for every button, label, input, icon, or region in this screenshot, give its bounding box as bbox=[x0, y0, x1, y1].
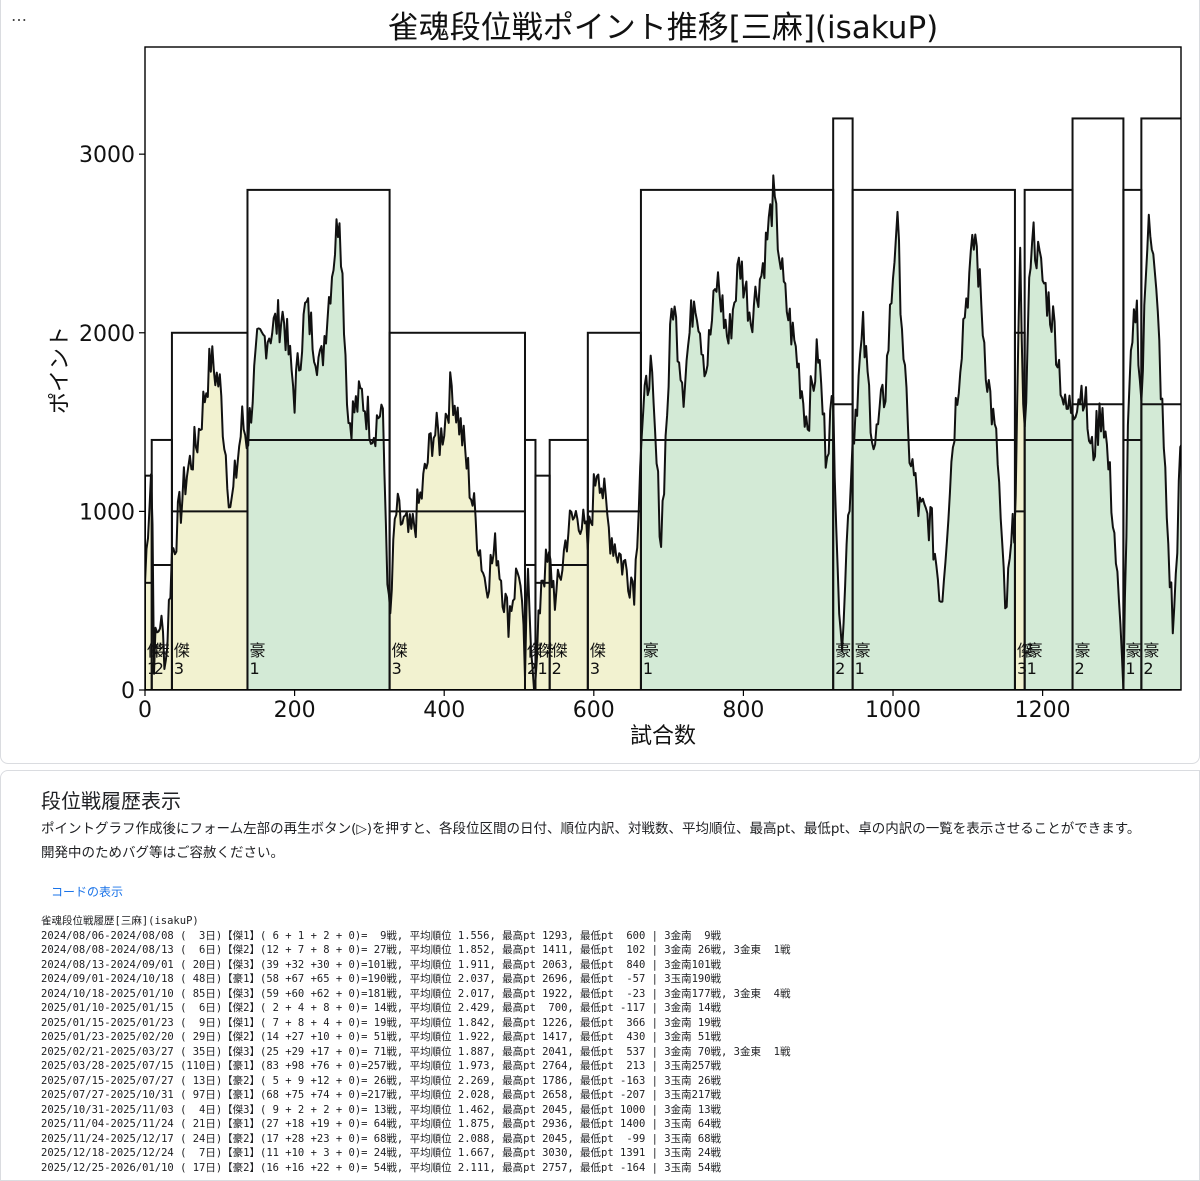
y-tick-label: 3000 bbox=[79, 143, 135, 168]
segment-rank-label: 傑 bbox=[590, 641, 606, 660]
axes-frame bbox=[144, 46, 1182, 691]
history-row: 2025/11/24-2025/12/17 ( 24日)【豪2】(17 +28 … bbox=[41, 1132, 722, 1145]
segment-rank-label: 豪 bbox=[1184, 641, 1200, 660]
history-row: 2025/12/18-2025/12/24 ( 7日)【豪1】(11 +10 +… bbox=[41, 1147, 722, 1159]
segment-max-box bbox=[1180, 188, 1181, 690]
segment-level-label: 3 bbox=[1017, 659, 1027, 678]
segment-fill bbox=[247, 219, 390, 690]
history-row: 2024/08/13-2024/09/01 ( 20日)【傑3】(39 +32 … bbox=[41, 958, 722, 971]
y-tick-label: 2000 bbox=[79, 322, 135, 347]
segment-fill bbox=[1182, 444, 1193, 690]
history-header: 雀魂段位戦履歴[三麻](isakuP) bbox=[41, 915, 199, 927]
x-tick-label: 800 bbox=[722, 698, 764, 723]
segment-level-label: 1 bbox=[1125, 659, 1135, 678]
segment-fill bbox=[587, 466, 641, 690]
show-code-link[interactable]: コードの表示 bbox=[51, 885, 124, 899]
segment-rank-label: 傑 bbox=[392, 641, 408, 660]
section-title: 段位戦履歴表示 bbox=[41, 789, 181, 813]
history-row: 2025/07/15-2025/07/27 ( 13日)【豪2】( 5 + 9 … bbox=[41, 1074, 722, 1087]
segment-level-label: 2 bbox=[552, 659, 562, 678]
segment-rank-label: 傑 bbox=[1017, 641, 1033, 660]
segment-rank-label: 豪 bbox=[1143, 641, 1159, 660]
segment-fill bbox=[1141, 214, 1181, 690]
segment-rank-label: 豪 bbox=[643, 641, 659, 660]
x-axis-label: 試合数 bbox=[630, 724, 696, 749]
history-row: 2025/02/21-2025/03/27 ( 35日)【傑3】(25 +29 … bbox=[41, 1045, 791, 1058]
history-row: 2025/01/10-2025/01/15 ( 6日)【傑2】( 2 + 4 +… bbox=[41, 1002, 722, 1014]
history-row: 2024/10/18-2025/01/10 ( 85日)【傑3】(59 +60 … bbox=[41, 987, 791, 1000]
segment-level-label: 1 bbox=[537, 659, 547, 678]
segment-level-label: 2 bbox=[1075, 659, 1085, 678]
chart-title: 雀魂段位戦ポイント推移[三麻](isakuP) bbox=[388, 10, 938, 46]
segment-rank-label: 豪 bbox=[855, 641, 871, 660]
segment-level-label: 2 bbox=[1143, 659, 1153, 678]
segment-level-label: 1 bbox=[643, 659, 653, 678]
points-line bbox=[145, 174, 1181, 690]
segment-fill bbox=[1024, 222, 1073, 690]
y-tick-label: 0 bbox=[121, 679, 135, 704]
segment-fill bbox=[535, 549, 550, 690]
x-tick-label: 200 bbox=[274, 698, 316, 723]
description-line-1: ポイントグラフ作成後にフォーム左部の再生ボタン(▷)を押すと、各段位区間の日付、… bbox=[41, 821, 1141, 837]
y-tick-label: 1000 bbox=[79, 500, 135, 525]
segment-rank-label: 傑 bbox=[552, 641, 568, 660]
segment-level-label: 1 bbox=[1027, 659, 1037, 678]
segment-fill bbox=[549, 509, 588, 690]
segment-level-label: 3 bbox=[392, 659, 402, 678]
x-tick-label: 1200 bbox=[1015, 698, 1071, 723]
segment-level-label: 2 bbox=[154, 659, 164, 678]
segment-fill bbox=[151, 524, 172, 690]
x-tick-label: 0 bbox=[138, 698, 152, 723]
section-description: ポイントグラフ作成後にフォーム左部の再生ボタン(▷)を押すと、各段位区間の日付、… bbox=[41, 817, 1200, 865]
segment-level-label: 2 bbox=[527, 659, 537, 678]
segment-fill bbox=[852, 211, 1015, 690]
x-tick-label: 600 bbox=[573, 698, 615, 723]
history-row: 2025/10/31-2025/11/03 ( 4日)【傑3】( 9 + 2 +… bbox=[41, 1103, 722, 1116]
segment-level-label: 1 bbox=[855, 659, 865, 678]
segment-rank-label: 傑 bbox=[537, 641, 553, 660]
history-row: 2025/01/15-2025/01/23 ( 9日)【傑1】( 7 + 8 +… bbox=[41, 1016, 722, 1029]
segment-fill bbox=[1014, 247, 1025, 690]
segment-fill bbox=[640, 175, 834, 690]
history-row: 2025/07/27-2025/10/31 ( 97日)【豪1】(68 +75 … bbox=[41, 1089, 722, 1101]
segment-level-label: 2 bbox=[835, 659, 845, 678]
x-tick-label: 1000 bbox=[865, 698, 921, 723]
segment-rank-label: 傑 bbox=[174, 641, 190, 660]
history-row: 2024/08/08-2024/08/13 ( 6日)【傑2】(12 + 7 +… bbox=[41, 944, 791, 956]
segment-fill bbox=[171, 346, 248, 690]
history-row: 2024/08/06-2024/08/08 ( 3日)【傑1】( 6 + 1 +… bbox=[41, 929, 722, 942]
segment-rank-label: 豪 bbox=[1075, 641, 1091, 660]
history-row: 2025/12/25-2026/01/10 ( 17日)【豪2】(16 +16 … bbox=[41, 1161, 722, 1174]
text-cell: 段位戦履歴表示 ポイントグラフ作成後にフォーム左部の再生ボタン(▷)を押すと、各… bbox=[0, 770, 1200, 1181]
y-axis-label: ポイント bbox=[48, 326, 73, 414]
segment-fill bbox=[389, 372, 525, 690]
segment-level-label: 1 bbox=[249, 659, 259, 678]
segment-rank-label: 傑 bbox=[527, 641, 543, 660]
segment-rank-label: 豪 bbox=[1125, 641, 1141, 660]
segment-level-label: 3 bbox=[174, 659, 184, 678]
segment-level-label: 1 bbox=[1184, 659, 1194, 678]
more-options-icon[interactable]: … bbox=[11, 6, 27, 25]
segment-rank-label: 豪 bbox=[249, 641, 265, 660]
history-row: 2025/03/28-2025/07/15 (110日)【豪1】(83 +98 … bbox=[41, 1060, 722, 1072]
segment-level-label: 1 bbox=[147, 659, 157, 678]
segment-rank-label: 傑 bbox=[147, 641, 163, 660]
segment-fill bbox=[833, 397, 853, 690]
history-row: 2024/09/01-2024/10/18 ( 48日)【豪1】(58 +67 … bbox=[41, 973, 722, 985]
description-line-2: 開発中のためバグ等はご容赦ください。 bbox=[41, 845, 284, 861]
history-output: 雀魂段位戦履歴[三麻](isakuP) 2024/08/06-2024/08/08… bbox=[41, 914, 790, 1175]
segment-fill bbox=[1072, 385, 1124, 690]
segment-level-label: 3 bbox=[590, 659, 600, 678]
x-tick-label: 400 bbox=[423, 698, 465, 723]
history-row: 2025/11/04-2025/11/24 ( 21日)【豪1】(27 +18 … bbox=[41, 1118, 722, 1130]
history-row: 2025/01/23-2025/02/20 ( 29日)【傑2】(14 +27 … bbox=[41, 1031, 722, 1043]
segment-fill bbox=[1123, 300, 1142, 690]
segment-rank-label: 傑 bbox=[154, 641, 170, 660]
segment-rank-label: 豪 bbox=[1027, 641, 1043, 660]
segment-rank-label: 豪 bbox=[835, 641, 851, 660]
